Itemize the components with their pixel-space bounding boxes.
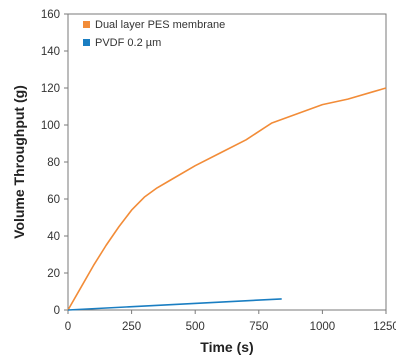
- series-lines: [67, 87, 387, 311]
- series-line-0: [67, 87, 387, 311]
- y-tick-label: 140: [41, 46, 60, 58]
- axes: [67, 13, 387, 311]
- legend-label: Dual layer PES membrane: [95, 19, 225, 31]
- y-tick-label: 160: [41, 9, 60, 21]
- y-tick-label: 0: [54, 305, 60, 317]
- y-tick-label: 120: [41, 83, 60, 95]
- series-line-1: [67, 298, 282, 311]
- x-tick-label: 0: [65, 321, 71, 333]
- y-tick-label: 80: [47, 157, 60, 169]
- x-tick-label: 250: [122, 321, 141, 333]
- tick-labels: 0 20 40 60 80 100 120 140 160 0 250 500 750 1000 1250: [41, 9, 396, 333]
- legend-swatch: [83, 39, 90, 46]
- y-tick-label: 100: [41, 120, 60, 132]
- legend-swatch: [83, 21, 90, 28]
- x-tick-label: 1250: [373, 321, 396, 333]
- y-tick-label: 40: [47, 231, 60, 243]
- plot-frame: [67, 13, 387, 311]
- y-tick-label: 20: [47, 268, 60, 280]
- y-axis-title: Volume Throughput (g): [11, 85, 27, 239]
- legend-label: PVDF 0.2 µm: [95, 37, 161, 49]
- x-tick-label: 750: [249, 321, 268, 333]
- x-tick-label: 1000: [310, 321, 336, 333]
- x-axis-title: Time (s): [200, 339, 253, 355]
- y-tick-label: 60: [47, 194, 60, 206]
- x-tick-label: 500: [186, 321, 205, 333]
- legend: Dual layer PES membrane PVDF 0.2 µm: [83, 19, 225, 49]
